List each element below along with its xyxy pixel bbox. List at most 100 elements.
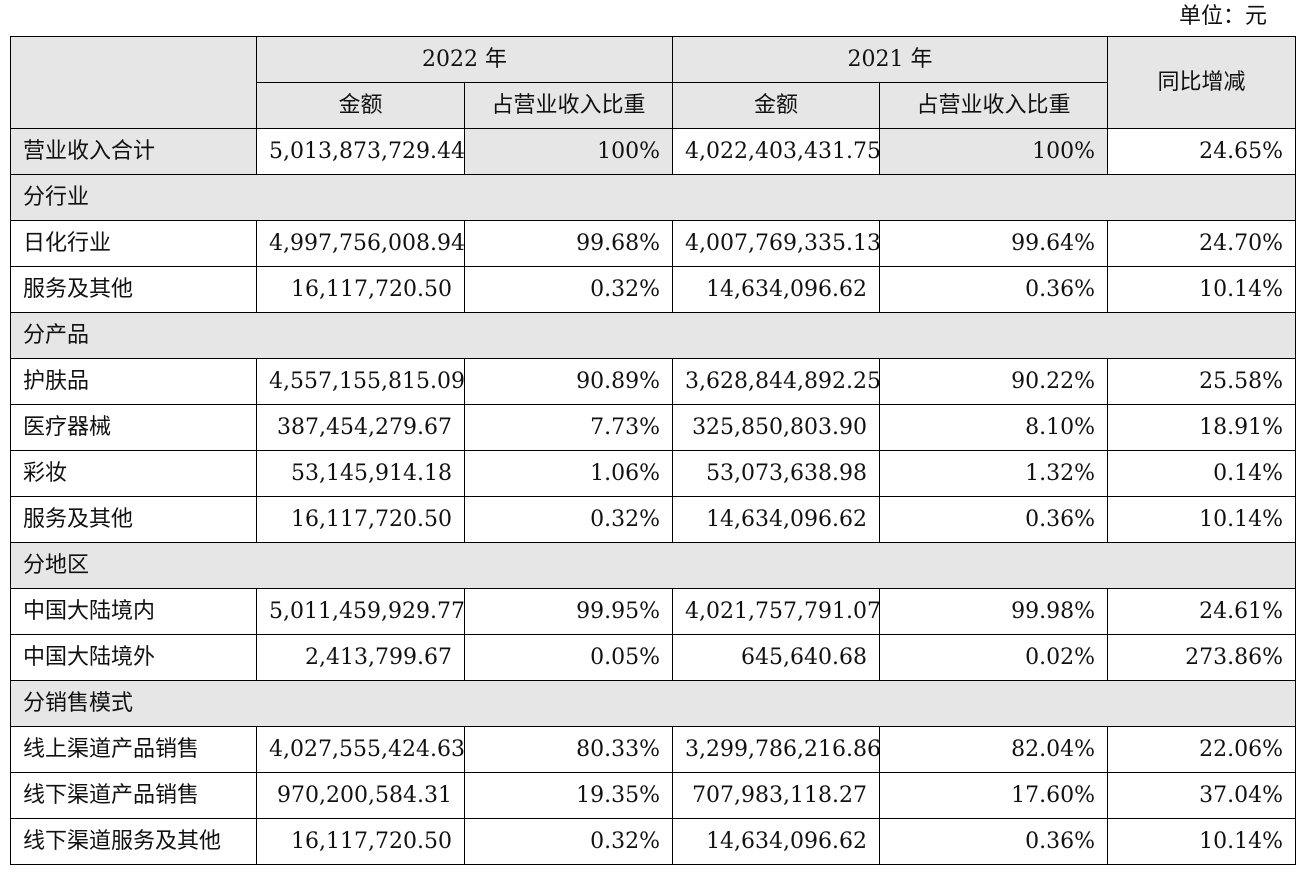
yoy-change: 10.14% (1107, 818, 1297, 865)
amount-2021: 14,634,096.62 (672, 496, 881, 543)
share-2021: 99.64% (879, 220, 1109, 267)
share-2021: 90.22% (879, 358, 1109, 405)
row-label: 服务及其他 (10, 496, 257, 543)
table-row: 彩妆 53,145,914.18 1.06% 53,073,638.98 1.3… (10, 450, 1297, 497)
table-row: 线下渠道产品销售 970,200,584.31 19.35% 707,983,1… (10, 772, 1297, 819)
row-label: 线下渠道产品销售 (10, 772, 257, 819)
yoy-change: 10.14% (1107, 496, 1297, 543)
amount-2022: 16,117,720.50 (256, 818, 465, 865)
header-amount-2022: 金额 (256, 82, 465, 129)
total-amount-2022: 5,013,873,729.44 (256, 128, 465, 175)
share-2021: 0.02% (879, 634, 1109, 681)
yoy-change: 22.06% (1107, 726, 1297, 773)
unit-label: 单位：元 (1178, 4, 1267, 29)
amount-2022: 2,413,799.67 (256, 634, 465, 681)
yoy-change: 273.86% (1107, 634, 1297, 681)
amount-2022: 387,454,279.67 (256, 404, 465, 451)
total-yoy: 24.65% (1107, 128, 1297, 175)
amount-2021: 4,021,757,791.07 (672, 588, 881, 635)
row-label: 中国大陆境外 (10, 634, 257, 681)
total-row: 营业收入合计 5,013,873,729.44 100% 4,022,403,4… (10, 128, 1297, 175)
row-label: 线上渠道产品销售 (10, 726, 257, 773)
row-label: 服务及其他 (10, 266, 257, 313)
section-header-region: 分地区 (9, 542, 1297, 589)
header-share-2022: 占营业收入比重 (463, 82, 674, 129)
share-2021: 82.04% (879, 726, 1109, 773)
table-row: 医疗器械 387,454,279.67 7.73% 325,850,803.90… (10, 404, 1297, 451)
header-year-2021: 2021 年 (672, 36, 1109, 83)
table-row: 线下渠道服务及其他 16,117,720.50 0.32% 14,634,096… (10, 818, 1297, 865)
row-label: 彩妆 (10, 450, 257, 497)
section-title: 分地区 (9, 542, 1297, 589)
table-header: 2022 年 2021 年 同比增减 金额 占营业收入比重 金额 占营业收入比重 (10, 36, 1297, 129)
amount-2022: 4,997,756,008.94 (256, 220, 465, 267)
section-title: 分销售模式 (9, 680, 1297, 727)
total-share-2021: 100% (879, 128, 1109, 175)
share-2022: 0.32% (463, 266, 674, 313)
amount-2021: 3,628,844,892.25 (672, 358, 881, 405)
share-2022: 99.68% (463, 220, 674, 267)
row-label: 日化行业 (10, 220, 257, 267)
amount-2021: 3,299,786,216.86 (672, 726, 881, 773)
amount-2022: 970,200,584.31 (256, 772, 465, 819)
yoy-change: 10.14% (1107, 266, 1297, 313)
share-2021: 17.60% (879, 772, 1109, 819)
yoy-change: 37.04% (1107, 772, 1297, 819)
table-body: 营业收入合计 5,013,873,729.44 100% 4,022,403,4… (9, 128, 1297, 865)
table-row: 线上渠道产品销售 4,027,555,424.63 80.33% 3,299,7… (10, 726, 1297, 773)
row-label: 中国大陆境内 (10, 588, 257, 635)
yoy-change: 24.70% (1107, 220, 1297, 267)
header-year-2022: 2022 年 (255, 36, 674, 83)
share-2021: 99.98% (879, 588, 1109, 635)
amount-2021: 53,073,638.98 (672, 450, 881, 497)
header-row-metrics: 金额 占营业收入比重 金额 占营业收入比重 (11, 82, 1296, 129)
amount-2022: 16,117,720.50 (256, 266, 465, 313)
row-label: 医疗器械 (10, 404, 257, 451)
share-2022: 99.95% (463, 588, 674, 635)
header-row-years: 2022 年 2021 年 同比增减 (10, 36, 1297, 129)
section-title: 分产品 (9, 312, 1297, 359)
revenue-table: 2022 年 2021 年 同比增减 金额 占营业收入比重 金额 占营业收入比重… (9, 36, 1297, 865)
table-row: 服务及其他 16,117,720.50 0.32% 14,634,096.62 … (10, 496, 1297, 543)
amount-2022: 53,145,914.18 (256, 450, 465, 497)
share-2022: 90.89% (463, 358, 674, 405)
yoy-change: 25.58% (1107, 358, 1297, 405)
amount-2022: 5,011,459,929.77 (256, 588, 465, 635)
share-2022: 1.06% (463, 450, 674, 497)
total-label: 营业收入合计 (10, 128, 257, 175)
yoy-change: 0.14% (1107, 450, 1297, 497)
header-amount-2021: 金额 (672, 82, 881, 129)
amount-2021: 4,007,769,335.13 (672, 220, 881, 267)
share-2022: 0.32% (463, 496, 674, 543)
header-share-2021: 占营业收入比重 (879, 82, 1109, 129)
share-2022: 0.32% (463, 818, 674, 865)
share-2021: 1.32% (879, 450, 1109, 497)
table-row: 服务及其他 16,117,720.50 0.32% 14,634,096.62 … (10, 266, 1297, 313)
section-header-industry: 分行业 (9, 174, 1297, 221)
share-2021: 8.10% (879, 404, 1109, 451)
share-2022: 0.05% (463, 634, 674, 681)
amount-2021: 14,634,096.62 (672, 818, 881, 865)
total-share-2022: 100% (463, 128, 674, 175)
row-label: 线下渠道服务及其他 (10, 818, 257, 865)
section-header-product: 分产品 (9, 312, 1297, 359)
share-2021: 0.36% (879, 496, 1109, 543)
amount-2021: 325,850,803.90 (672, 404, 881, 451)
yoy-change: 18.91% (1107, 404, 1297, 451)
table-row: 中国大陆境外 2,413,799.67 0.05% 645,640.68 0.0… (10, 634, 1297, 681)
section-title: 分行业 (9, 174, 1297, 221)
table-row: 日化行业 4,997,756,008.94 99.68% 4,007,769,3… (10, 220, 1297, 267)
amount-2022: 16,117,720.50 (256, 496, 465, 543)
total-amount-2021: 4,022,403,431.75 (672, 128, 881, 175)
section-header-sales-mode: 分销售模式 (9, 680, 1297, 727)
amount-2021: 14,634,096.62 (672, 266, 881, 313)
share-2021: 0.36% (879, 266, 1109, 313)
table-row: 中国大陆境内 5,011,459,929.77 99.95% 4,021,757… (10, 588, 1297, 635)
amount-2021: 707,983,118.27 (672, 772, 881, 819)
share-2021: 0.36% (879, 818, 1109, 865)
amount-2022: 4,027,555,424.63 (256, 726, 465, 773)
share-2022: 80.33% (463, 726, 674, 773)
table-row: 护肤品 4,557,155,815.09 90.89% 3,628,844,89… (10, 358, 1297, 405)
row-label: 护肤品 (10, 358, 257, 405)
yoy-change: 24.61% (1107, 588, 1297, 635)
